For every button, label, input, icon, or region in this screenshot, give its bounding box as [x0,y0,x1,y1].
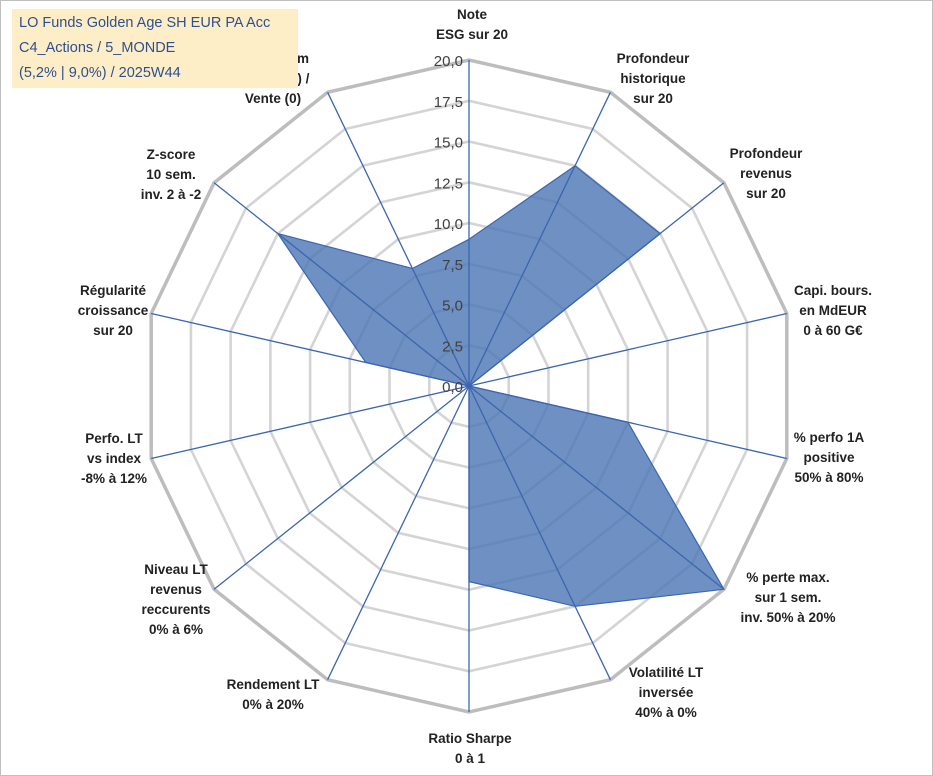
axis-label-10-line-3: reccurents [141,602,210,617]
axis-label-1: Note ESG sur 20 [436,7,508,42]
axis-label-3-line-2: revenus [740,166,792,181]
axis-label-1-line-1: Note [457,7,487,22]
axis-label-11-line-3: -8% à 12% [81,471,147,486]
axis-label-7-line-1: Volatilité LT [629,665,704,680]
radar-spokes [151,60,787,712]
axis-label-9: Rendement LT 0% à 20% [227,677,321,712]
axis-spoke-5 [468,385,787,460]
radar-tick-labels: 0,0 2,5 5,0 7,5 10,0 12,5 15,0 17,5 20,0 [434,53,463,396]
axis-spoke-10 [213,385,470,590]
tick-label-0: 0,0 [442,379,463,396]
axis-label-8: Ratio Sharpe 0 à 1 [428,731,512,766]
axis-label-13-line-2: 10 sem. [146,167,196,182]
axis-label-9-line-1: Rendement LT [227,677,321,692]
axis-spoke-9 [327,385,470,680]
axis-spoke-6 [468,385,725,590]
axis-label-11: Perfo. LT vs index -8% à 12% [81,431,147,486]
axis-label-5-line-1: % perfo 1A [794,430,865,445]
axis-label-12-line-1: Régularité [80,283,147,298]
axis-label-3: Profondeur revenus sur 20 [730,146,803,201]
axis-label-3-line-1: Profondeur [730,146,803,161]
tick-label-5: 12,5 [434,175,463,192]
axis-spoke-7 [468,385,611,680]
tick-label-3: 7,5 [442,257,463,274]
chart-title-line-2: C4_Actions / 5_MONDE [19,40,176,56]
chart-title-line-1: LO Funds Golden Age SH EUR PA Acc [19,15,271,31]
axis-label-4-line-1: Capi. bours. [794,283,872,298]
axis-label-10-line-1: Niveau LT [144,562,208,577]
axis-label-6-line-2: sur 1 sem. [755,590,822,605]
axis-label-11-line-2: vs index [87,451,142,466]
axis-label-13: Z-score 10 sem. inv. 2 à -2 [141,147,202,202]
axis-spoke-2 [468,92,611,387]
tick-label-2: 5,0 [442,298,463,315]
axis-label-11-line-1: Perfo. LT [85,431,143,446]
axis-label-2: Profondeur historique sur 20 [617,51,690,106]
axis-spoke-4 [468,312,787,387]
axis-label-4: Capi. bours. en MdEUR 0 à 60 G€ [794,283,872,338]
axis-spoke-13 [213,182,470,387]
axis-label-2-line-1: Profondeur [617,51,690,66]
axis-label-8-line-1: Ratio Sharpe [428,731,512,746]
tick-label-4: 10,0 [434,216,463,233]
axis-label-13-line-3: inv. 2 à -2 [141,187,202,202]
tick-label-7: 17,5 [434,94,463,111]
axis-label-5-line-3: 50% à 80% [794,470,863,485]
axis-label-12-line-2: croissance [78,303,149,318]
axis-label-1-line-2: ESG sur 20 [436,27,508,42]
axis-label-9-line-2: 0% à 20% [242,697,304,712]
axis-label-2-line-2: historique [620,71,686,86]
axis-label-12-line-3: sur 20 [93,323,133,338]
tick-label-6: 15,0 [434,135,463,152]
axis-label-4-line-3: 0 à 60 G€ [803,323,863,338]
axis-label-4-line-2: en MdEUR [799,303,867,318]
axis-label-10-line-2: revenus [150,582,202,597]
axis-spoke-3 [468,182,725,387]
axis-spoke-11 [151,385,470,460]
axis-label-13-line-1: Z-score [147,147,196,162]
axis-label-10-line-4: 0% à 6% [149,622,203,637]
tick-label-1: 2,5 [442,338,463,355]
axis-label-6-line-3: inv. 50% à 20% [740,610,835,625]
axis-label-6-line-1: % perte max. [746,570,829,585]
axis-label-5-line-2: positive [803,450,855,465]
axis-label-10: Niveau LT revenus reccurents 0% à 6% [141,562,210,637]
axis-label-2-line-3: sur 20 [633,91,673,106]
tick-label-8: 20,0 [434,53,463,70]
radar-axis-labels: Note ESG sur 20 Profondeur historique sur 20… [78,7,872,766]
axis-label-14-line-3: Vente (0) [245,91,301,106]
axis-label-3-line-3: sur 20 [746,186,786,201]
axis-label-6: % perte max. sur 1 sem. inv. 50% à 20% [740,570,835,625]
axis-label-7-line-2: inversée [639,685,694,700]
axis-spoke-14 [327,92,470,387]
chart-title-box: LO Funds Golden Age SH EUR PA Acc C4_Act… [12,9,298,88]
axis-label-8-line-2: 0 à 1 [455,751,486,766]
axis-label-5: % perfo 1A positive 50% à 80% [794,430,865,485]
axis-spoke-12 [151,312,470,387]
axis-label-7-line-3: 40% à 0% [635,705,697,720]
chart-title-line-3: (5,2% | 9,0%) / 2025W44 [19,65,181,81]
axis-label-7: Volatilité LT inversée 40% à 0% [629,665,704,720]
axis-label-12: Régularité croissance sur 20 [78,283,149,338]
